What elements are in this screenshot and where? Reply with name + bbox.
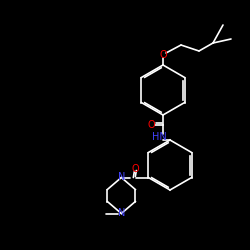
Text: HN: HN xyxy=(152,132,166,142)
Text: N: N xyxy=(118,208,125,218)
Text: O: O xyxy=(159,50,167,60)
Text: O: O xyxy=(132,164,139,173)
Text: O: O xyxy=(147,120,155,130)
Text: N: N xyxy=(118,172,125,182)
